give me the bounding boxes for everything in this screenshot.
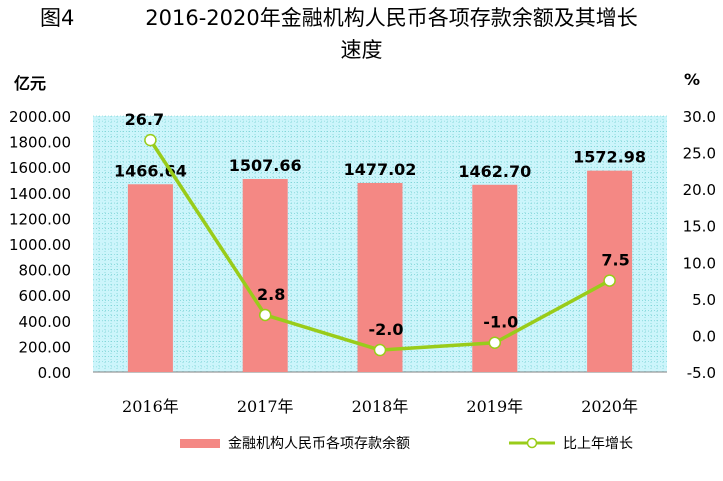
figure-label: 图4	[40, 6, 75, 30]
x-axis-tick-label: 2016年	[122, 397, 179, 416]
left-axis-tick-label: 800.00	[19, 262, 72, 280]
growth-data-label: -1.0	[483, 313, 518, 332]
right-axis-tick-label: 25.0	[683, 145, 716, 163]
bar-data-label: 1507.66	[229, 156, 302, 175]
legend-line-label: 比上年增长	[563, 436, 633, 452]
bar-data-label: 1572.98	[573, 148, 646, 167]
left-axis-unit: 亿元	[14, 74, 47, 93]
left-axis-tick-label: 2000.00	[9, 108, 71, 126]
left-axis-tick-label: 1800.00	[9, 134, 71, 152]
bar	[587, 170, 633, 372]
right-axis-tick-label: 0.0	[692, 327, 716, 345]
growth-data-label: 2.8	[257, 285, 285, 304]
left-axis-tick-label: 1600.00	[9, 159, 71, 177]
x-axis-tick-label: 2019年	[466, 397, 523, 416]
growth-data-label: 26.7	[125, 110, 164, 129]
right-axis-tick-label: 10.0	[683, 254, 716, 272]
x-axis-tick-label: 2018年	[352, 397, 409, 416]
left-axis-tick-label: 1000.00	[9, 236, 71, 254]
right-axis-unit: %	[684, 70, 701, 89]
bar	[127, 184, 173, 372]
growth-data-label: 7.5	[601, 251, 629, 270]
legend-line-swatch	[509, 437, 555, 449]
growth-point	[373, 343, 387, 357]
right-axis-tick-label: 5.0	[692, 291, 716, 309]
growth-point	[603, 274, 616, 287]
left-axis-tick-label: 0.00	[38, 364, 71, 382]
right-axis-tick-label: -5.0	[687, 364, 716, 382]
left-axis-tick-label: 1200.00	[9, 210, 71, 228]
bar-data-label: 1462.70	[458, 162, 531, 181]
left-axis-tick-label: 200.00	[19, 338, 72, 356]
right-axis-tick-label: 30.0	[683, 108, 716, 126]
title-line-2: 速度	[340, 38, 383, 62]
growth-point	[488, 336, 502, 349]
title-line-1: 2016-2020年金融机构人民币各项存款余额及其增长	[145, 6, 638, 30]
x-axis-tick-label: 2020年	[581, 397, 638, 416]
growth-point	[258, 308, 272, 322]
x-axis-tick-label: 2017年	[237, 397, 294, 416]
bar-data-label: 1477.02	[344, 160, 417, 179]
bar	[242, 179, 288, 372]
left-axis-tick-label: 1400.00	[9, 185, 71, 203]
left-axis-tick-label: 600.00	[19, 287, 72, 305]
growth-data-label: -2.0	[369, 320, 404, 339]
legend-bar: 金融机构人民币各项存款余额	[180, 433, 410, 453]
legend-bar-swatch	[180, 438, 220, 448]
growth-point	[144, 133, 157, 147]
bar	[357, 182, 403, 372]
legend-line: 比上年增长	[507, 433, 633, 453]
chart-title: 图4 2016-2020年金融机构人民币各项存款余额及其增长 速度	[0, 2, 723, 66]
left-axis-tick-label: 400.00	[19, 313, 72, 331]
legend-bar-label: 金融机构人民币各项存款余额	[228, 436, 410, 452]
right-axis-tick-label: 20.0	[683, 181, 716, 199]
right-axis-tick-label: 15.0	[683, 218, 716, 236]
